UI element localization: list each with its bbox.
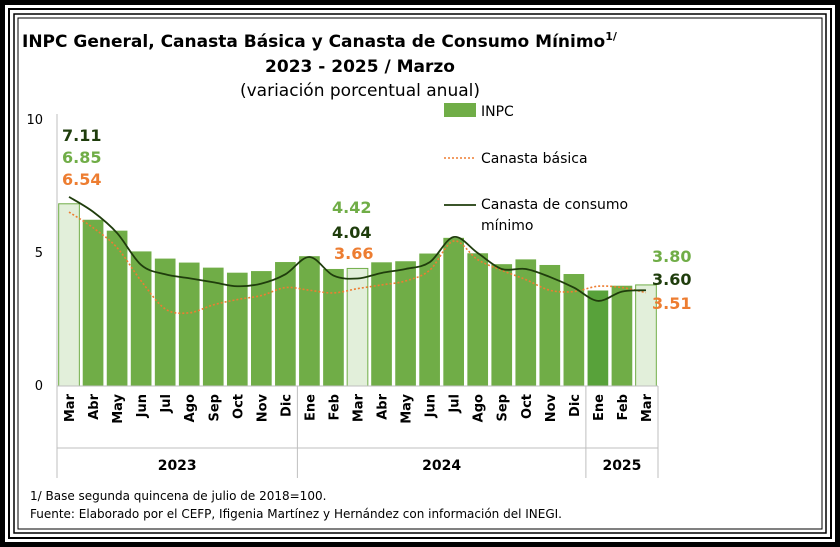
- x-tick-label: Jul: [159, 394, 174, 414]
- data-label: 3.51: [652, 294, 691, 313]
- x-tick-label: Sep: [207, 394, 222, 422]
- bar: [178, 262, 200, 386]
- legend-label: mínimo: [481, 218, 534, 234]
- x-tick-label: Jun: [424, 394, 439, 418]
- footnote: 1/ Base segunda quincena de julio de 201…: [30, 489, 326, 503]
- bar: [515, 259, 537, 386]
- x-tick-label: Oct: [231, 394, 246, 419]
- x-tick-label: Feb: [327, 394, 342, 420]
- bar: [371, 262, 392, 386]
- data-label: 6.85: [62, 148, 101, 167]
- x-tick-label: Nov: [544, 393, 559, 422]
- year-label: 2024: [422, 458, 461, 474]
- bar: [346, 267, 369, 387]
- bar: [491, 264, 513, 386]
- x-tick-label: May: [111, 393, 126, 423]
- bar: [419, 253, 440, 386]
- data-label: 3.80: [652, 247, 691, 266]
- y-tick-label: 5: [35, 246, 43, 261]
- bar: [226, 272, 248, 386]
- x-tick-label: Nov: [255, 393, 270, 422]
- bar: [563, 274, 585, 386]
- bar: [395, 261, 416, 386]
- x-tick-label: Abr: [376, 393, 391, 419]
- bar: [58, 203, 80, 387]
- data-label: 4.04: [332, 223, 371, 242]
- data-label: 3.66: [334, 244, 373, 263]
- x-tick-label: Mar: [640, 393, 655, 422]
- bar: [82, 219, 104, 386]
- legend-label: Canasta básica: [481, 151, 588, 167]
- line-canasta-consumo-minimo: [68, 196, 647, 302]
- chart-subtitle: 2023 - 2025 / Marzo: [265, 57, 455, 77]
- x-tick-label: Oct: [520, 394, 535, 419]
- plot-area: 0 5 10 Mar Abr May Jun Jul Ago Sep Oct Nov Dic Ene Feb…: [26, 103, 691, 478]
- chart-subtitle-units: (variación porcentual anual): [240, 81, 480, 101]
- legend-swatch-inpc: [444, 103, 476, 117]
- x-tick-label: Ene: [303, 394, 318, 421]
- bar: [539, 264, 561, 386]
- legend-label: Canasta de consumo: [481, 197, 628, 213]
- x-tick-label: Mar: [63, 393, 78, 422]
- legend-label: INPC: [481, 104, 514, 120]
- x-tick-label: Jun: [135, 394, 150, 418]
- bar: [130, 251, 152, 386]
- bar: [587, 290, 609, 386]
- x-tick-label: Feb: [616, 394, 631, 420]
- chart-title: INPC General, Canasta Básica y Canasta d…: [22, 30, 618, 52]
- x-tick-label: Dic: [568, 394, 583, 417]
- bar: [611, 285, 633, 386]
- source-note: Fuente: Elaborado por el CEFP, Ifigenia …: [30, 507, 562, 521]
- bar: [443, 237, 464, 386]
- x-tick-label: Sep: [496, 394, 511, 422]
- x-tick-label: Ago: [472, 394, 487, 422]
- x-tick-label: Ago: [183, 394, 198, 422]
- data-label: 3.60: [652, 270, 691, 289]
- y-tick-label: 10: [26, 113, 43, 128]
- x-tick-label: Jul: [448, 394, 463, 414]
- bar: [251, 271, 272, 386]
- x-tick-label: May: [400, 393, 415, 423]
- year-label: 2023: [158, 458, 197, 474]
- x-tick-label: Dic: [279, 394, 294, 417]
- data-label: 7.11: [62, 126, 101, 145]
- bar: [106, 230, 128, 386]
- bar: [202, 267, 224, 386]
- bar: [323, 268, 344, 386]
- bar: [299, 256, 320, 386]
- data-label: 4.42: [332, 198, 371, 217]
- x-tick-label: Ene: [592, 394, 607, 421]
- year-label: 2025: [602, 458, 641, 474]
- bar: [154, 258, 176, 386]
- bar: [275, 262, 296, 386]
- x-tick-label: Mar: [352, 393, 367, 422]
- data-label: 6.54: [62, 170, 101, 189]
- bar: [467, 253, 489, 386]
- x-tick-label: Abr: [87, 393, 102, 419]
- y-tick-label: 0: [35, 379, 43, 394]
